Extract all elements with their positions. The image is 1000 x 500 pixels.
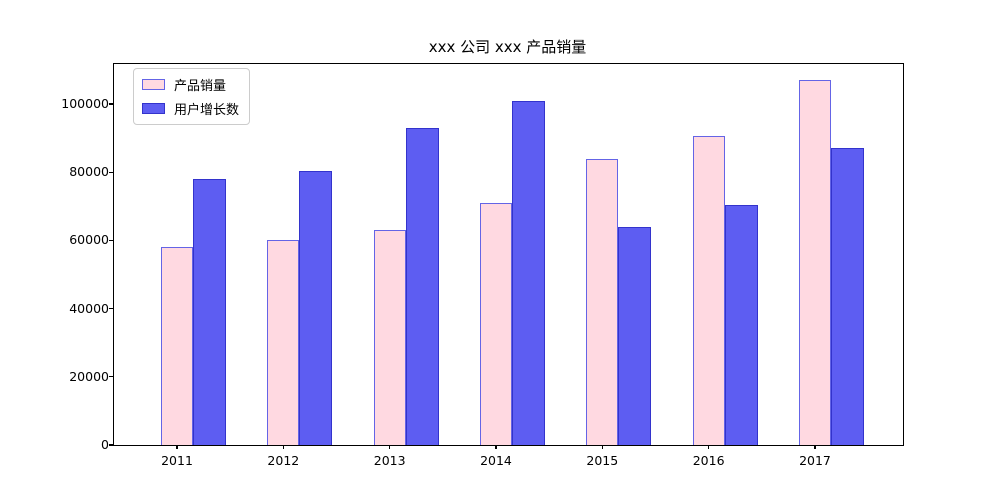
bar-series0-2013 — [373, 230, 406, 445]
x-axis-tick-label: 2012 — [267, 453, 300, 468]
y-axis-tick-mark — [109, 239, 113, 241]
legend-label: 用户增长数 — [174, 103, 240, 118]
chart-title: xxx 公司 xxx 产品销量 — [428, 38, 587, 56]
bar-series1-2012 — [299, 170, 333, 445]
bar-series1-2013 — [405, 127, 439, 445]
x-axis-tick-label: 2013 — [373, 453, 406, 468]
x-axis-tick-mark — [176, 445, 178, 449]
x-axis-tick-label: 2017 — [799, 453, 831, 468]
y-axis-tick-label: 40000 — [69, 300, 109, 316]
x-axis-tick-mark — [601, 445, 603, 449]
y-axis-tick-label: 20000 — [69, 368, 109, 384]
x-axis-tick-mark — [389, 445, 391, 449]
x-axis-tick-mark — [495, 445, 497, 449]
x-axis-tick-label: 2016 — [692, 453, 725, 468]
y-axis-tick-mark — [109, 376, 113, 378]
bar-series1-2015 — [618, 226, 652, 445]
bar-series1-2014 — [511, 100, 545, 445]
y-axis-tick-mark — [109, 444, 113, 446]
bar-series1-2017 — [830, 148, 864, 445]
bar-series0-2017 — [798, 80, 831, 445]
bar-series0-2015 — [586, 158, 619, 445]
legend-item: 产品销量 — [142, 75, 239, 94]
bar-series0-2014 — [479, 202, 512, 445]
legend-item: 用户增长数 — [142, 99, 239, 118]
x-axis-tick-label: 2011 — [161, 453, 193, 468]
y-axis-tick-label: 100000 — [61, 95, 109, 111]
bar-series1-2016 — [724, 204, 758, 445]
legend-swatch-icon — [142, 103, 165, 114]
x-axis-tick-label: 2014 — [480, 453, 512, 468]
legend-swatch-icon — [142, 79, 165, 90]
y-axis-tick-mark — [109, 171, 113, 173]
y-axis-tick-mark — [109, 307, 113, 310]
bar-series0-2016 — [692, 136, 725, 445]
legend: 产品销量 用户增长数 — [133, 68, 251, 125]
x-axis-tick-label: 2015 — [586, 453, 619, 468]
bar-series0-2012 — [267, 239, 300, 445]
y-axis-tick-label: 60000 — [69, 232, 109, 248]
legend-label: 产品销量 — [174, 79, 227, 94]
bar-series1-2011 — [193, 179, 226, 445]
y-axis-tick-mark — [109, 103, 113, 105]
y-axis-tick-label: 80000 — [69, 164, 109, 180]
y-axis-tick-label: 0 — [101, 437, 109, 452]
bar-series0-2011 — [161, 247, 193, 445]
plot-area: 产品销量用户增长数 0 20000 40000 60000 80000 100000 201… — [61, 63, 904, 468]
x-axis-tick-mark — [708, 445, 710, 449]
x-axis-tick-mark — [282, 445, 284, 449]
x-axis-tick-mark — [814, 445, 816, 449]
